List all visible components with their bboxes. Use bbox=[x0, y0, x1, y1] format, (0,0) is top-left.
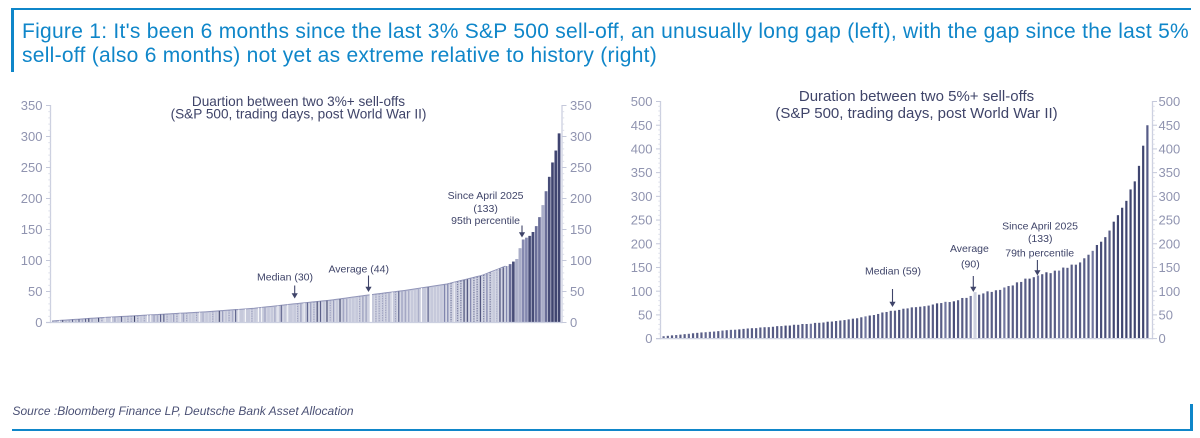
svg-text:150: 150 bbox=[21, 222, 43, 237]
svg-text:150: 150 bbox=[631, 260, 653, 275]
svg-text:150: 150 bbox=[570, 222, 592, 237]
svg-text:0: 0 bbox=[35, 315, 42, 330]
svg-text:Average: Average bbox=[950, 243, 989, 255]
svg-text:300: 300 bbox=[631, 189, 653, 204]
svg-text:79th percentile: 79th percentile bbox=[1005, 248, 1074, 260]
svg-text:Median (59): Median (59) bbox=[865, 265, 921, 277]
svg-text:350: 350 bbox=[631, 165, 653, 180]
svg-text:300: 300 bbox=[1159, 189, 1181, 204]
svg-text:Duartion between two 3%+ sell-: Duartion between two 3%+ sell-offs bbox=[192, 94, 405, 109]
svg-text:250: 250 bbox=[570, 160, 592, 175]
svg-text:400: 400 bbox=[1159, 142, 1181, 157]
svg-text:500: 500 bbox=[1159, 94, 1181, 109]
svg-text:Duration between two 5%+ sell-: Duration between two 5%+ sell-offs bbox=[799, 88, 1034, 105]
svg-text:250: 250 bbox=[631, 213, 653, 228]
svg-text:Since April 2025: Since April 2025 bbox=[448, 190, 524, 202]
svg-text:Since April 2025: Since April 2025 bbox=[1002, 220, 1078, 232]
svg-text:100: 100 bbox=[1159, 284, 1181, 299]
svg-text:500: 500 bbox=[631, 94, 653, 109]
svg-text:0: 0 bbox=[570, 315, 577, 330]
svg-text:0: 0 bbox=[1159, 331, 1166, 346]
svg-text:200: 200 bbox=[631, 236, 653, 251]
svg-text:250: 250 bbox=[21, 160, 43, 175]
svg-text:50: 50 bbox=[638, 307, 652, 322]
svg-text:50: 50 bbox=[570, 284, 584, 299]
svg-text:200: 200 bbox=[570, 191, 592, 206]
svg-text:(90): (90) bbox=[961, 259, 980, 271]
svg-text:(S&P 500, trading days, post W: (S&P 500, trading days, post World War I… bbox=[775, 105, 1057, 122]
svg-text:100: 100 bbox=[631, 284, 653, 299]
svg-text:350: 350 bbox=[570, 98, 592, 113]
svg-text:450: 450 bbox=[631, 118, 653, 133]
svg-text:50: 50 bbox=[1159, 307, 1173, 322]
svg-text:(133): (133) bbox=[1028, 233, 1053, 245]
svg-text:200: 200 bbox=[21, 191, 43, 206]
svg-text:0: 0 bbox=[645, 331, 652, 346]
svg-text:200: 200 bbox=[1159, 236, 1181, 251]
svg-text:Median (30): Median (30) bbox=[257, 272, 313, 284]
svg-text:(133): (133) bbox=[473, 203, 498, 215]
svg-text:300: 300 bbox=[570, 129, 592, 144]
svg-text:300: 300 bbox=[21, 129, 43, 144]
svg-text:400: 400 bbox=[631, 142, 653, 157]
svg-text:150: 150 bbox=[1159, 260, 1181, 275]
svg-text:Average (44): Average (44) bbox=[328, 263, 389, 275]
svg-text:100: 100 bbox=[570, 253, 592, 268]
svg-text:(S&P 500, trading days, post W: (S&P 500, trading days, post World War I… bbox=[171, 107, 427, 122]
svg-text:350: 350 bbox=[21, 98, 43, 113]
svg-text:95th percentile: 95th percentile bbox=[451, 215, 520, 227]
svg-text:100: 100 bbox=[21, 253, 43, 268]
svg-text:250: 250 bbox=[1159, 213, 1181, 228]
svg-text:450: 450 bbox=[1159, 118, 1181, 133]
svg-text:350: 350 bbox=[1159, 165, 1181, 180]
svg-text:50: 50 bbox=[28, 284, 42, 299]
